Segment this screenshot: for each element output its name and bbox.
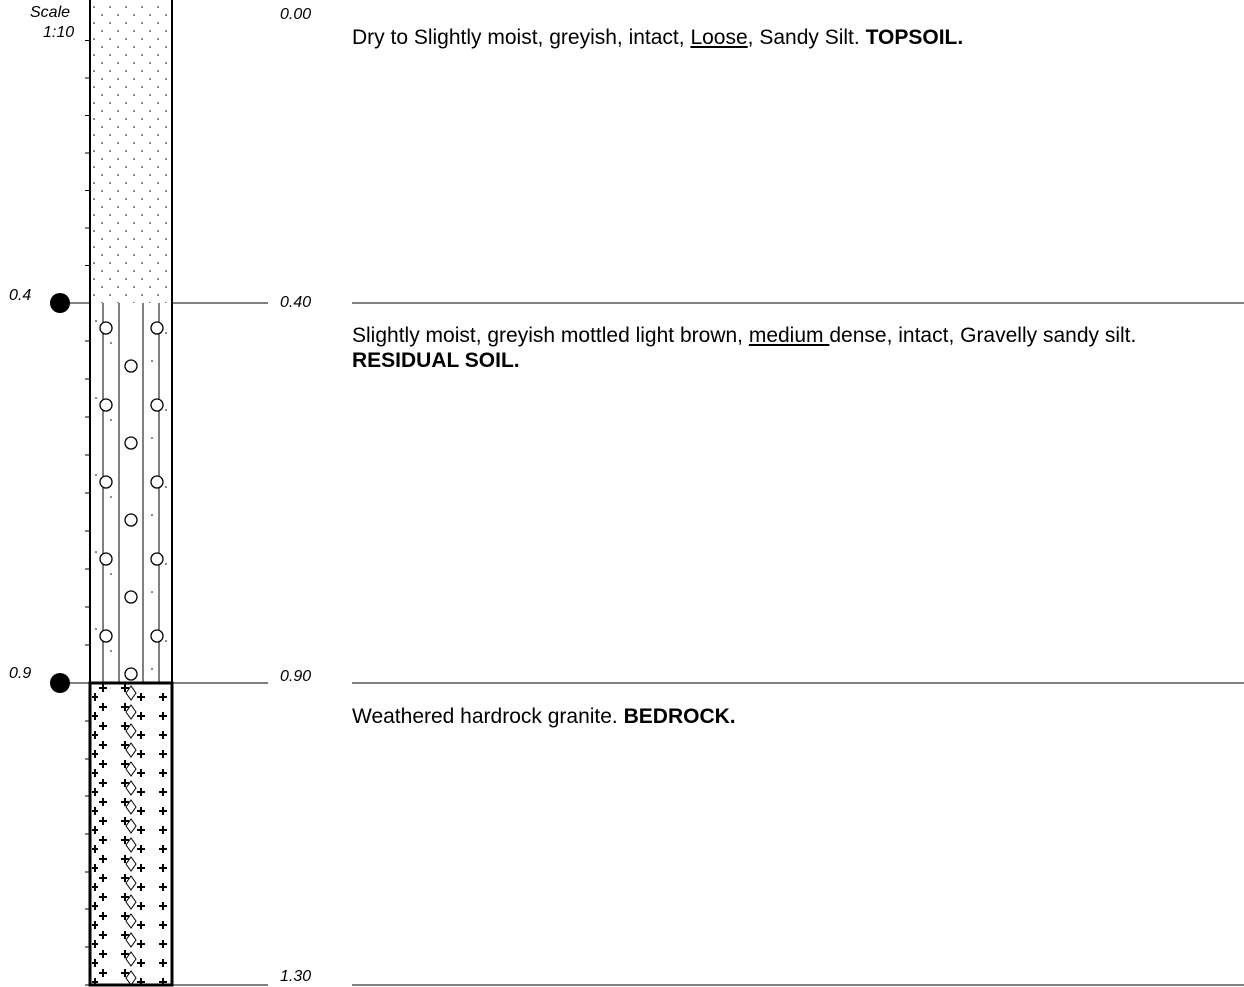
text: , Sandy Silt. — [748, 26, 866, 49]
topsoil-pattern — [90, 3, 172, 303]
layer-description: Slightly moist, greyish mottled light br… — [352, 323, 1232, 373]
unit-name: TOPSOIL. — [866, 26, 964, 49]
layer-description: Weathered hardrock granite. BEDROCK. — [352, 704, 1232, 729]
layer-boundaries — [90, 303, 1244, 985]
bedrock-pattern — [90, 683, 172, 985]
consistency: medium — [749, 324, 830, 347]
sample-depth: 0.9 — [9, 665, 31, 683]
depth-label: 0.90 — [280, 668, 311, 686]
depth-label: 1.30 — [280, 968, 311, 986]
scale-ratio: 1:10 — [43, 24, 74, 42]
unit-name: BEDROCK. — [624, 705, 736, 728]
text: Dry to Slightly moist, greyish, intact, — [352, 26, 690, 49]
scale-label: Scale — [30, 4, 70, 22]
text: Weathered hardrock granite. — [352, 705, 624, 728]
text: dense, intact, Gravelly sandy silt. — [829, 324, 1136, 347]
residual-soil-pattern — [90, 303, 172, 683]
log-graphics — [0, 0, 1244, 987]
depth-label: 0.40 — [280, 294, 311, 312]
layer-description: Dry to Slightly moist, greyish, intact, … — [352, 25, 1232, 50]
text: Slightly moist, greyish mottled light br… — [352, 324, 749, 347]
unit-name: RESIDUAL SOIL. — [352, 349, 520, 372]
page: Borehole log html, body { margin: 0; pad… — [0, 0, 1244, 987]
sample-depth: 0.4 — [9, 287, 31, 305]
depth-label: 0.00 — [280, 6, 311, 24]
borehole-log: { "scale": {"label": "Scale", "ratio": "… — [0, 0, 1244, 987]
consistency: Loose — [690, 26, 747, 49]
